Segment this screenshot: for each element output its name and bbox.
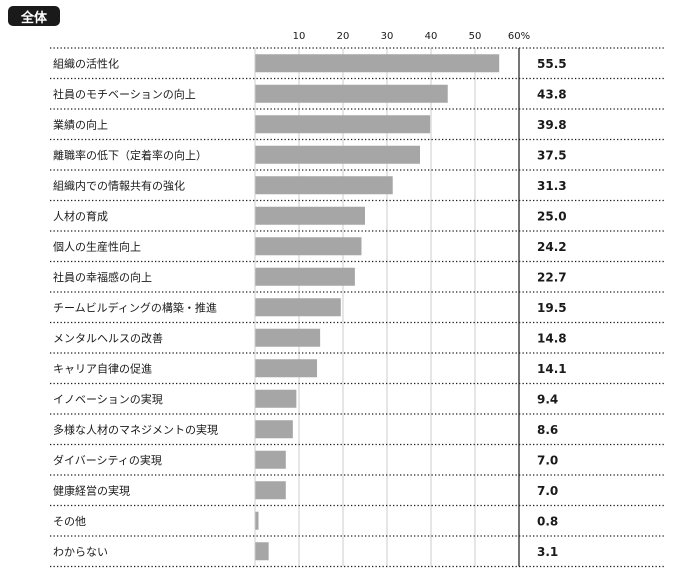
value-label: 7.0	[537, 484, 558, 498]
category-label: わからない	[53, 545, 108, 558]
category-label: 人材の育成	[53, 209, 108, 223]
bar	[255, 481, 286, 500]
bar	[255, 176, 393, 195]
category-label: 多様な人材のマネジメントの実現	[53, 422, 218, 436]
category-label: 離職率の低下（定着率の向上）	[53, 148, 207, 162]
tick-label: 50	[469, 31, 482, 42]
tick-label: 40	[425, 31, 438, 42]
value-label: 9.4	[537, 392, 558, 406]
value-label: 7.0	[537, 453, 558, 467]
value-label: 3.1	[537, 545, 558, 559]
bar	[255, 237, 362, 256]
bar	[255, 115, 431, 134]
value-label: 37.5	[537, 148, 567, 162]
value-label: 25.0	[537, 209, 567, 223]
value-label: 24.2	[537, 240, 567, 254]
bar	[255, 54, 500, 73]
bar	[255, 542, 269, 561]
category-label: キャリア自律の促進	[53, 361, 152, 375]
category-label: 健康経営の実現	[53, 483, 130, 497]
category-label: 組織の活性化	[53, 56, 119, 70]
scope-badge: 全体	[8, 6, 60, 26]
category-label: 社員のモチベーションの向上	[53, 87, 196, 101]
value-label: 14.1	[537, 362, 567, 376]
category-label: その他	[53, 515, 86, 528]
category-label: 業績の向上	[53, 117, 108, 131]
value-label: 31.3	[537, 179, 567, 193]
category-label: 社員の幸福感の向上	[53, 270, 152, 284]
value-label: 0.8	[537, 514, 558, 528]
category-label: 組織内での情報共有の強化	[53, 178, 185, 192]
bar	[255, 267, 355, 286]
bar	[255, 420, 293, 439]
bar	[255, 359, 318, 378]
value-label: 43.8	[537, 87, 567, 101]
tick-label: 20	[337, 31, 350, 42]
category-label: 個人の生産性向上	[53, 239, 141, 253]
bar	[255, 298, 341, 317]
bar	[255, 450, 286, 469]
bar	[255, 145, 420, 164]
value-label: 55.5	[537, 57, 567, 71]
category-label: ダイバーシティの実現	[53, 453, 162, 467]
category-label: チームビルディングの構築・推進	[53, 300, 217, 314]
value-label: 19.5	[537, 301, 567, 315]
bar	[255, 206, 365, 225]
tick-label: 60%	[508, 31, 530, 42]
bar	[255, 511, 259, 530]
value-label: 8.6	[537, 423, 558, 437]
tick-label: 10	[293, 31, 306, 42]
tick-label: 30	[381, 31, 394, 42]
value-label: 39.8	[537, 118, 567, 132]
value-label: 14.8	[537, 331, 567, 345]
bar	[255, 389, 297, 408]
bar	[255, 328, 321, 347]
value-label: 22.7	[537, 270, 567, 284]
category-label: イノベーションの実現	[53, 392, 163, 406]
category-label: メンタルヘルスの改善	[53, 331, 163, 345]
bar	[255, 84, 448, 103]
